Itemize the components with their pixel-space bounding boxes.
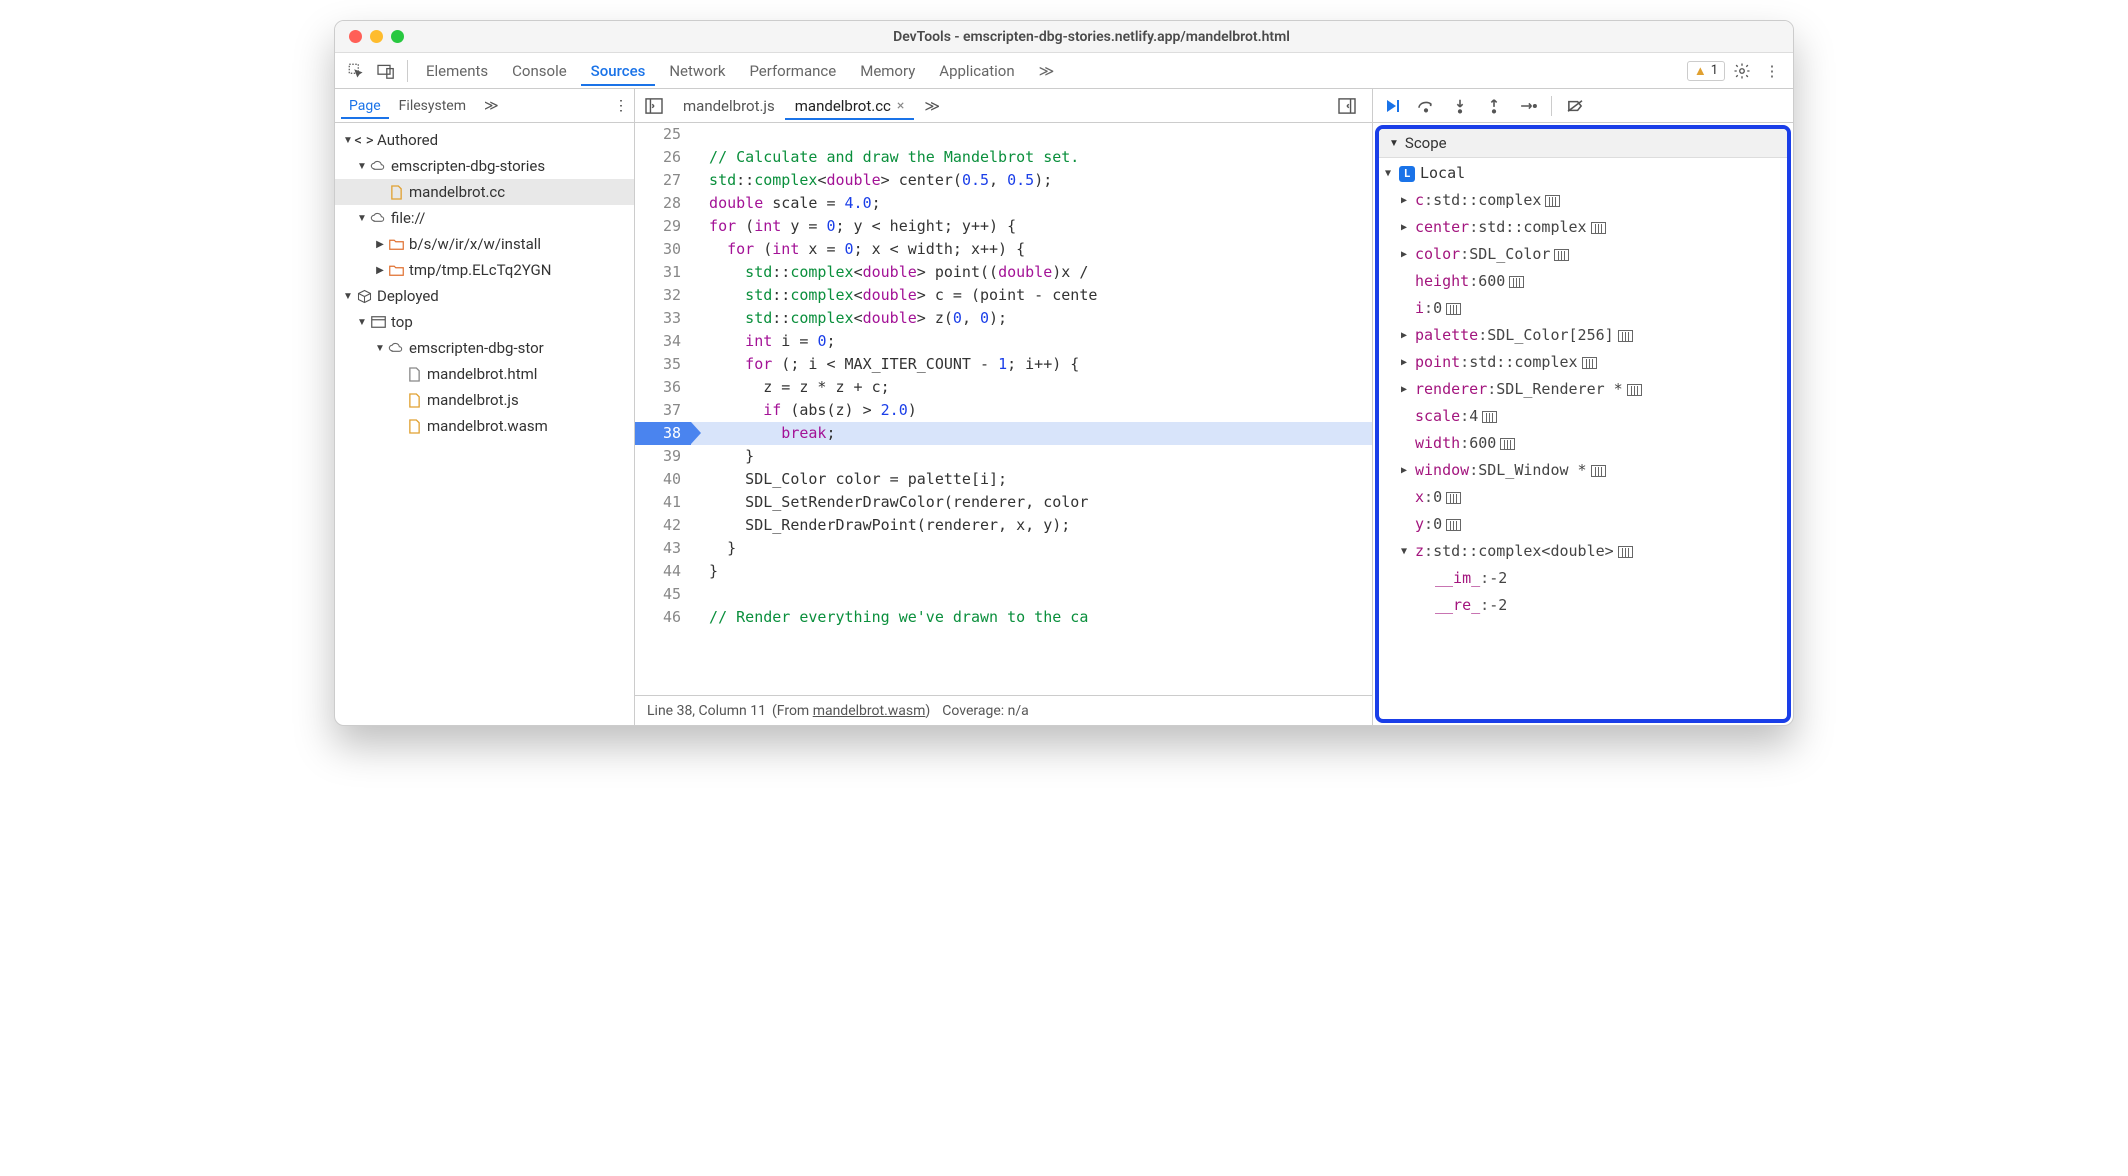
- memory-icon[interactable]: [1591, 465, 1606, 477]
- tree-cloud-deployed[interactable]: ▼emscripten-dbg-stor: [335, 335, 634, 361]
- debugger-toolbar: [1373, 89, 1793, 123]
- more-icon[interactable]: ⋮: [1759, 58, 1785, 84]
- resume-icon[interactable]: [1381, 95, 1403, 117]
- tree-mandelbrot-js[interactable]: mandelbrot.js: [335, 387, 634, 413]
- scope-local[interactable]: ▼LLocal: [1379, 160, 1787, 187]
- sidebar-tab-page[interactable]: Page: [341, 93, 389, 119]
- statusbar: Line 38, Column 11 (From mandelbrot.wasm…: [635, 695, 1372, 725]
- editor: mandelbrot.js mandelbrot.cc× ≫ 25 26 // …: [635, 89, 1373, 725]
- scope-var-width[interactable]: width: 600: [1379, 430, 1787, 457]
- scope-var-center[interactable]: ▶center: std::complex: [1379, 214, 1787, 241]
- cursor-position: Line 38, Column 11: [647, 703, 766, 719]
- tabs-overflow[interactable]: ≫: [1029, 56, 1065, 86]
- tree-folder-install[interactable]: ▶b/s/w/ir/x/w/install: [335, 231, 634, 257]
- scope-header[interactable]: ▼Scope: [1379, 129, 1787, 158]
- step-out-icon[interactable]: [1483, 95, 1505, 117]
- memory-icon[interactable]: [1500, 438, 1515, 450]
- filetabs-overflow[interactable]: ≫: [914, 92, 950, 120]
- sidebar-tabs-overflow[interactable]: ≫: [476, 93, 507, 119]
- filetab-cc[interactable]: mandelbrot.cc×: [785, 92, 915, 120]
- sidebar-more-icon[interactable]: ⋮: [614, 98, 628, 114]
- tab-memory[interactable]: Memory: [850, 56, 925, 86]
- breakpoint-line[interactable]: 38 break;: [635, 422, 1372, 445]
- debugger-toggle-icon[interactable]: [1334, 93, 1360, 119]
- scope-var-x[interactable]: x: 0: [1379, 484, 1787, 511]
- tab-performance[interactable]: Performance: [739, 56, 846, 86]
- tab-sources[interactable]: Sources: [581, 56, 656, 86]
- scope-var-z[interactable]: ▼z: std::complex<double>: [1379, 538, 1787, 565]
- scope-var-height[interactable]: height: 600: [1379, 268, 1787, 295]
- scope-var-c[interactable]: ▶c: std::complex: [1379, 187, 1787, 214]
- memory-icon[interactable]: [1509, 276, 1524, 288]
- tree-top[interactable]: ▼top: [335, 309, 634, 335]
- step-over-icon[interactable]: [1415, 95, 1437, 117]
- tree-folder-tmp[interactable]: ▶tmp/tmp.ELcTq2YGN: [335, 257, 634, 283]
- main-tabs: Elements Console Sources Network Perform…: [335, 53, 1793, 89]
- scope-var-renderer[interactable]: ▶renderer: SDL_Renderer *: [1379, 376, 1787, 403]
- minimize-button[interactable]: [370, 30, 383, 43]
- tab-console[interactable]: Console: [502, 56, 577, 86]
- step-into-icon[interactable]: [1449, 95, 1471, 117]
- memory-icon[interactable]: [1482, 411, 1497, 423]
- memory-icon[interactable]: [1618, 330, 1633, 342]
- source-map-link[interactable]: mandelbrot.wasm: [813, 703, 926, 719]
- memory-icon[interactable]: [1627, 384, 1642, 396]
- scope-var-i[interactable]: i: 0: [1379, 295, 1787, 322]
- tree-file-scheme[interactable]: ▼file://: [335, 205, 634, 231]
- sidebar: Page Filesystem ≫ ⋮ ▼< >Authored ▼emscri…: [335, 89, 635, 725]
- settings-icon[interactable]: [1729, 58, 1755, 84]
- memory-icon[interactable]: [1582, 357, 1597, 369]
- scope-var-y[interactable]: y: 0: [1379, 511, 1787, 538]
- tree-cloud-emscripten[interactable]: ▼emscripten-dbg-stories: [335, 153, 634, 179]
- scope-var-window[interactable]: ▶window: SDL_Window *: [1379, 457, 1787, 484]
- scope-panel: ▼Scope ▼LLocal ▶c: std::complex▶center: …: [1375, 125, 1791, 723]
- warnings-badge[interactable]: ▲1: [1687, 61, 1725, 81]
- memory-icon[interactable]: [1591, 222, 1606, 234]
- maximize-button[interactable]: [391, 30, 404, 43]
- tree-authored[interactable]: ▼< >Authored: [335, 127, 634, 153]
- scope-var-point[interactable]: ▶point: std::complex: [1379, 349, 1787, 376]
- file-tabs: mandelbrot.js mandelbrot.cc× ≫: [635, 89, 1372, 123]
- step-icon[interactable]: [1517, 95, 1539, 117]
- deactivate-breakpoints-icon[interactable]: [1564, 95, 1586, 117]
- memory-icon[interactable]: [1545, 195, 1560, 207]
- tab-application[interactable]: Application: [929, 56, 1024, 86]
- memory-icon[interactable]: [1554, 249, 1569, 261]
- tree-mandelbrot-html[interactable]: mandelbrot.html: [335, 361, 634, 387]
- coverage-label: Coverage: n/a: [942, 703, 1028, 719]
- memory-icon[interactable]: [1446, 492, 1461, 504]
- memory-icon[interactable]: [1446, 519, 1461, 531]
- devtools-window: DevTools - emscripten-dbg-stories.netlif…: [334, 20, 1794, 726]
- sidebar-tab-filesystem[interactable]: Filesystem: [391, 93, 474, 119]
- scope-var-z-im[interactable]: __im_: -2: [1379, 565, 1787, 592]
- tree-deployed[interactable]: ▼Deployed: [335, 283, 634, 309]
- inspect-icon[interactable]: [343, 58, 369, 84]
- scope-var-palette[interactable]: ▶palette: SDL_Color[256]: [1379, 322, 1787, 349]
- memory-icon[interactable]: [1446, 303, 1461, 315]
- tree-mandelbrot-wasm[interactable]: mandelbrot.wasm: [335, 413, 634, 439]
- tree-mandelbrot-cc[interactable]: mandelbrot.cc: [335, 179, 634, 205]
- scope-var-scale[interactable]: scale: 4: [1379, 403, 1787, 430]
- scope-var-z-re[interactable]: __re_: -2: [1379, 592, 1787, 619]
- titlebar: DevTools - emscripten-dbg-stories.netlif…: [335, 21, 1793, 53]
- sidebar-tabs: Page Filesystem ≫ ⋮: [335, 89, 634, 123]
- memory-icon[interactable]: [1618, 546, 1633, 558]
- scope-var-color[interactable]: ▶color: SDL_Color: [1379, 241, 1787, 268]
- close-button[interactable]: [349, 30, 362, 43]
- device-icon[interactable]: [373, 58, 399, 84]
- filetab-js[interactable]: mandelbrot.js: [673, 92, 785, 120]
- navigator-toggle-icon[interactable]: [641, 93, 667, 119]
- window-title: DevTools - emscripten-dbg-stories.netlif…: [404, 29, 1779, 45]
- tab-elements[interactable]: Elements: [416, 56, 498, 86]
- file-tree: ▼< >Authored ▼emscripten-dbg-stories man…: [335, 123, 634, 725]
- traffic-lights: [349, 30, 404, 43]
- tab-network[interactable]: Network: [659, 56, 735, 86]
- close-icon[interactable]: ×: [897, 98, 904, 114]
- debugger-pane: ▼Scope ▼LLocal ▶c: std::complex▶center: …: [1373, 89, 1793, 725]
- code-editor[interactable]: 25 26 // Calculate and draw the Mandelbr…: [635, 123, 1372, 695]
